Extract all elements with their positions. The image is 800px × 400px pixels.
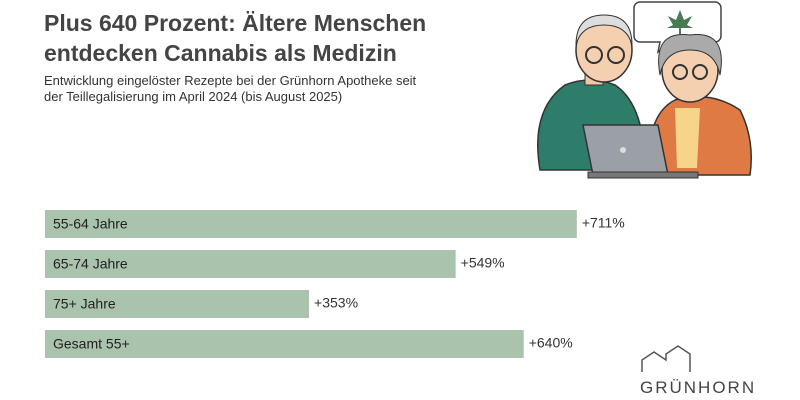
value-label: +549% — [461, 255, 505, 271]
chart-title: Plus 640 Prozent: Ältere Menschen entdec… — [44, 10, 427, 66]
bar — [45, 290, 310, 318]
logo: GRÜNHORN — [640, 378, 757, 397]
logo-icon — [641, 345, 691, 372]
category-label: 75+ Jahre — [53, 296, 116, 312]
value-label: +711% — [582, 215, 625, 231]
category-label: 55-64 Jahre — [53, 216, 128, 232]
value-label: +353% — [314, 295, 358, 311]
chart-subtitle: Entwicklung eingelöster Rezepte bei der … — [44, 73, 417, 104]
category-label: Gesamt 55+ — [53, 336, 130, 352]
value-label: +640% — [529, 335, 573, 351]
bar — [45, 250, 456, 278]
category-label: 65-74 Jahre — [53, 256, 128, 272]
bar — [45, 330, 524, 358]
illustration — [537, 1, 752, 179]
bar — [45, 210, 577, 238]
